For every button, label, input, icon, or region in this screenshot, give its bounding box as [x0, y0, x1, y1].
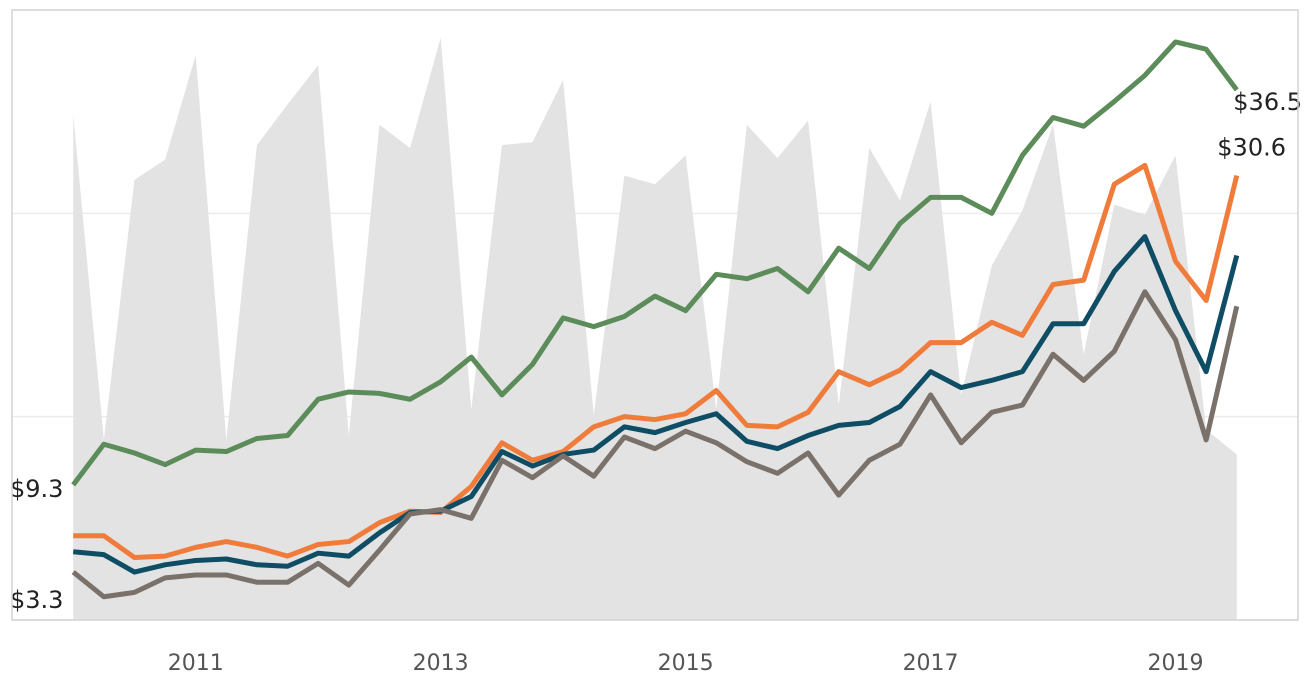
plot-frame [11, 9, 1299, 621]
x-tick-label: 2015 [658, 651, 714, 676]
line [71, 39, 1239, 487]
x-tick-label: 2013 [413, 651, 469, 676]
x-tick-label: 2017 [903, 651, 959, 676]
data-label: $9.3 [10, 475, 63, 503]
line [73, 162, 1240, 561]
data-label: $36.5 [1233, 88, 1302, 116]
area [73, 37, 1237, 621]
line [71, 289, 1240, 600]
data-label: $30.6 [1217, 134, 1286, 162]
line [73, 234, 1240, 575]
x-tick-label: 2011 [168, 651, 224, 676]
x-tick-label: 2019 [1148, 651, 1204, 676]
data-label: $3.3 [10, 586, 63, 614]
